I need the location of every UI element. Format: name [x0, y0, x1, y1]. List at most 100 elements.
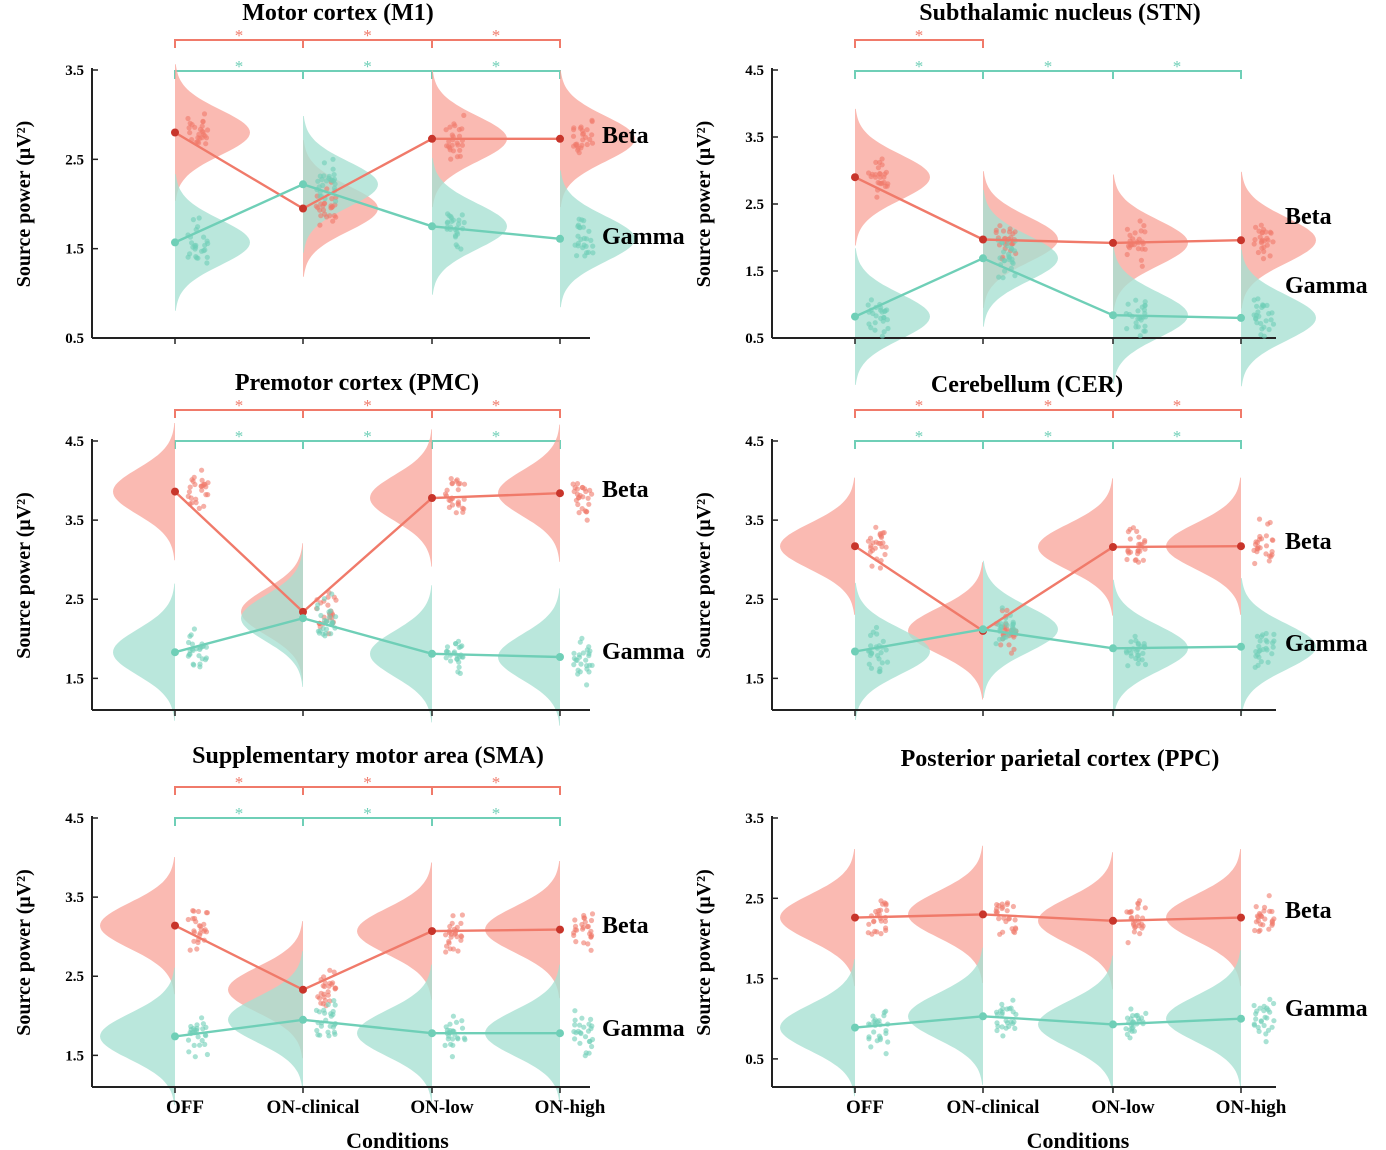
series-label-beta: Beta	[602, 913, 649, 939]
data-point-beta	[192, 124, 198, 130]
data-point-gamma	[1140, 650, 1146, 657]
data-point-beta	[876, 911, 882, 918]
data-point-gamma	[873, 624, 880, 631]
significance-star-gamma: *	[492, 804, 501, 823]
data-point-beta	[333, 985, 339, 991]
data-point-gamma	[197, 661, 203, 667]
data-point-gamma	[190, 1025, 197, 1032]
data-point-beta	[873, 524, 879, 530]
y-tick-label: 3.5	[745, 811, 764, 827]
panel-4: Cerebellum (CER)* * ** * *1.52.53.54.5Source…	[693, 372, 1368, 721]
data-point-beta	[461, 112, 467, 118]
mean-marker-gamma	[428, 649, 436, 658]
data-point-beta	[1138, 257, 1144, 263]
data-point-beta	[1261, 908, 1267, 914]
data-point-beta	[1253, 904, 1259, 910]
significance-star-gamma: *	[915, 427, 924, 446]
data-point-gamma	[1251, 1021, 1257, 1027]
data-point-beta	[448, 156, 454, 162]
mean-marker-beta	[428, 134, 436, 143]
data-point-gamma	[1000, 1006, 1006, 1012]
data-point-gamma	[454, 244, 461, 250]
density-beta-on-clinical	[908, 562, 983, 700]
data-point-beta	[1127, 232, 1133, 238]
data-point-gamma	[448, 658, 454, 664]
data-point-beta	[321, 991, 327, 997]
data-point-gamma	[1003, 634, 1009, 640]
significance-star-beta: *	[235, 396, 244, 415]
data-point-beta	[878, 907, 884, 913]
data-point-beta	[200, 129, 206, 135]
data-point-beta	[1266, 558, 1272, 564]
data-point-gamma	[332, 181, 338, 187]
mean-marker-beta	[556, 925, 564, 934]
data-point-gamma	[1142, 323, 1148, 329]
data-point-gamma	[586, 1050, 592, 1056]
data-point-beta	[588, 947, 594, 953]
data-point-beta	[1266, 926, 1272, 932]
data-point-gamma	[1266, 326, 1272, 333]
significance-star-gamma: *	[363, 804, 372, 823]
y-axis-label: Source power (μV²)	[693, 869, 715, 1036]
data-point-beta	[883, 927, 889, 934]
data-point-gamma	[885, 325, 891, 332]
data-point-beta	[450, 913, 456, 919]
data-point-beta	[1142, 905, 1148, 911]
significance-bracket-beta	[431, 39, 561, 48]
data-point-beta	[879, 162, 885, 168]
data-point-beta	[570, 133, 577, 139]
data-point-beta	[1128, 908, 1134, 915]
series-label-gamma: Gamma	[602, 224, 685, 250]
data-point-gamma	[1269, 1024, 1275, 1030]
data-point-beta	[589, 911, 596, 917]
data-point-gamma	[880, 638, 886, 645]
mean-marker-gamma	[299, 1015, 307, 1024]
data-point-gamma	[884, 659, 891, 665]
data-point-beta	[580, 131, 587, 137]
y-tick-label: 3.5	[65, 513, 84, 529]
data-point-beta	[201, 503, 207, 509]
data-point-gamma	[572, 1036, 578, 1042]
data-point-gamma	[572, 1017, 578, 1023]
data-point-beta	[1267, 908, 1273, 914]
panel-1: Motor cortex (M1)* * ** * *0.51.52.53.5Sourc…	[13, 0, 685, 347]
data-point-gamma	[999, 1024, 1005, 1030]
data-point-beta	[461, 481, 468, 487]
data-point-gamma	[201, 234, 207, 240]
data-point-beta	[443, 949, 449, 955]
data-point-beta	[185, 916, 191, 923]
data-point-beta	[325, 602, 331, 608]
data-point-gamma	[199, 1015, 205, 1021]
data-point-beta	[1135, 246, 1141, 252]
data-point-beta	[573, 497, 580, 503]
data-point-gamma	[1009, 246, 1015, 252]
significance-star-beta: *	[235, 773, 244, 792]
data-point-gamma	[1125, 663, 1131, 669]
mean-marker-gamma	[979, 625, 987, 634]
data-point-beta	[571, 127, 577, 133]
y-tick-label: 0.5	[65, 331, 84, 347]
data-point-beta	[201, 111, 208, 117]
series-label-beta: Beta	[602, 123, 649, 149]
x-tick-label: OFF	[846, 1097, 884, 1118]
data-point-gamma	[871, 1029, 877, 1035]
y-axis-label: Source power (μV²)	[13, 869, 35, 1036]
y-tick-label: 4.5	[745, 63, 764, 79]
x-axis-label: Conditions	[346, 1128, 449, 1150]
data-point-beta	[585, 941, 591, 947]
data-point-beta	[877, 540, 883, 547]
data-point-beta	[993, 229, 999, 236]
y-tick-label: 0.5	[745, 1052, 764, 1068]
panel-title: Cerebellum (CER)	[931, 372, 1123, 398]
data-point-gamma	[449, 1054, 455, 1060]
data-point-beta	[584, 517, 590, 523]
data-point-gamma	[185, 1037, 192, 1043]
data-point-beta	[1012, 925, 1019, 931]
mean-line-gamma	[174, 1018, 560, 1038]
data-point-beta	[190, 908, 196, 914]
mean-marker-beta	[299, 204, 307, 213]
y-tick-label: 3.5	[65, 890, 84, 906]
data-point-gamma	[1138, 317, 1144, 323]
data-point-beta	[443, 127, 449, 133]
data-point-beta	[1130, 525, 1136, 531]
